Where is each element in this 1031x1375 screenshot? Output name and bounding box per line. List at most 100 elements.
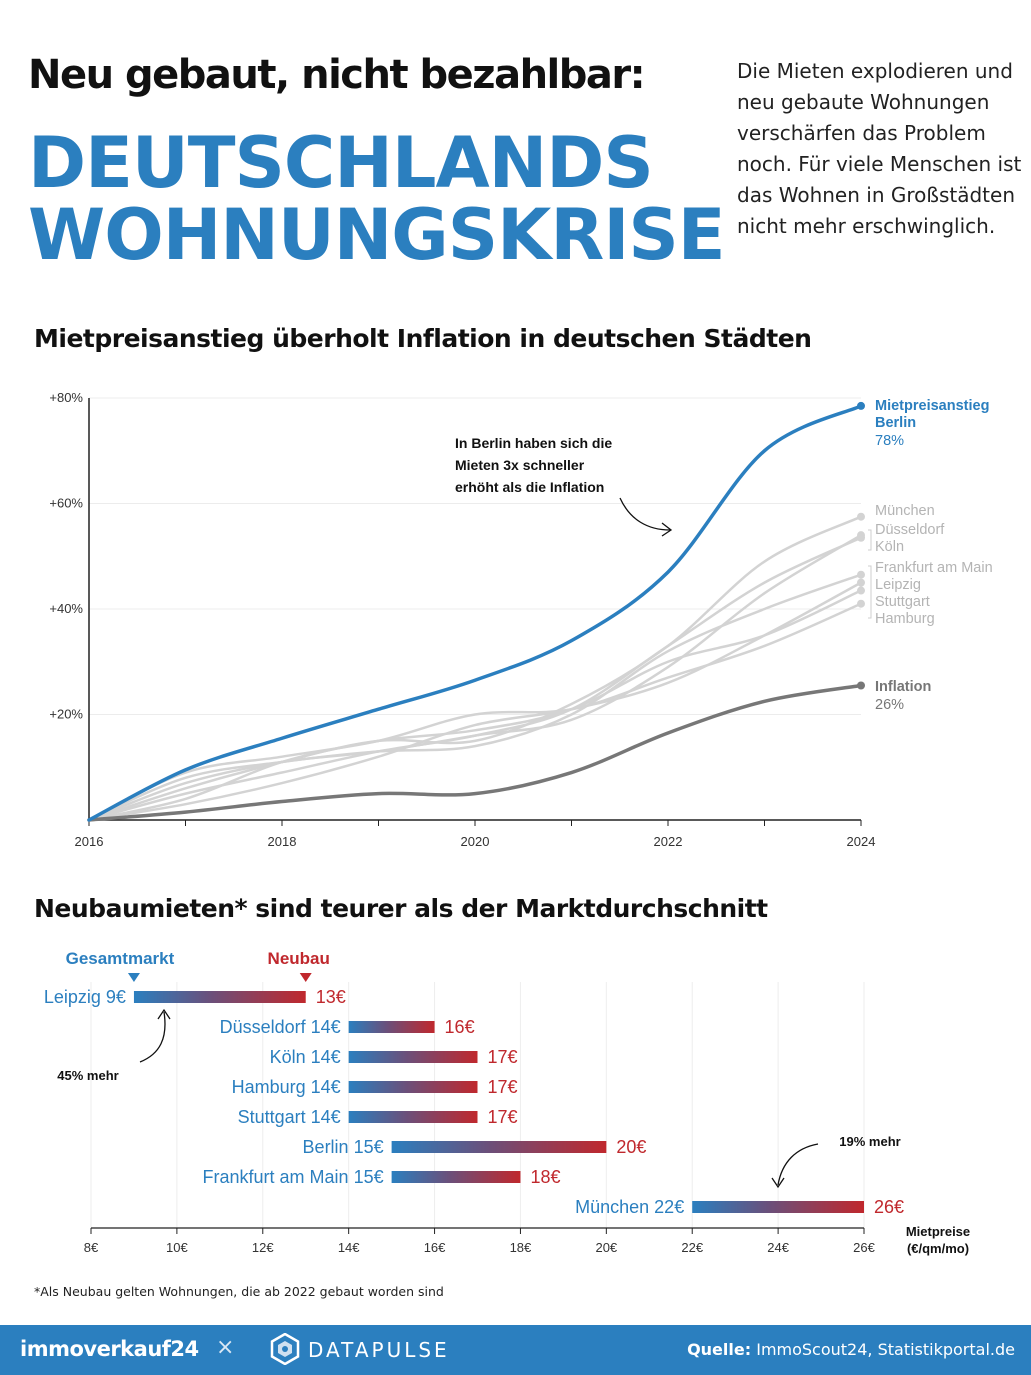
new-label-munchen: 26€ xyxy=(874,1197,904,1217)
annotation-text: Mieten 3x schneller xyxy=(455,457,585,473)
series-label-frankfurt-am-main: Frankfurt am Main xyxy=(875,560,993,576)
market-label-hamburg: Hamburg 14€ xyxy=(232,1077,341,1097)
x-tick-label: 2022 xyxy=(654,834,683,849)
x-tick-label: 8€ xyxy=(84,1240,99,1255)
legend-gesamtmarkt-marker xyxy=(127,973,140,982)
market-label-dusseldorf: Düsseldorf 14€ xyxy=(220,1017,341,1037)
dumbbell-bar-berlin xyxy=(391,1141,607,1153)
x-axis-label: Mietpreise xyxy=(906,1224,970,1239)
series-line-inflation xyxy=(87,683,863,822)
x-tick-label: 16€ xyxy=(424,1240,446,1255)
series-end-point-inflation xyxy=(857,681,865,690)
legend-neubau-marker xyxy=(299,973,312,982)
annotation-text: erhöht als die Inflation xyxy=(455,479,604,495)
headline-line-1: DEUTSCHLANDS xyxy=(28,122,654,204)
line-chart-title: Mietpreisanstieg überholt Inflation in d… xyxy=(34,324,812,353)
series-end-point-munchen xyxy=(857,512,865,521)
dumbbell-bar-frankfurt-am-main xyxy=(391,1171,521,1183)
dumbbell-bar-leipzig xyxy=(133,991,306,1003)
x-tick-label: 2020 xyxy=(461,834,490,849)
series-label-munchen: München xyxy=(875,503,935,519)
new-label-hamburg: 17€ xyxy=(488,1077,518,1097)
new-label-dusseldorf: 16€ xyxy=(445,1017,475,1037)
series-line-leipzig xyxy=(87,581,863,822)
series-label-leipzig: Leipzig xyxy=(875,577,921,593)
intro-text: Die Mieten explodieren und neu gebaute W… xyxy=(737,59,1022,238)
series-line-munchen xyxy=(87,515,863,822)
series-end-point-leipzig xyxy=(857,578,865,587)
source-label: Quelle: xyxy=(687,1340,752,1359)
x-tick-label: 22€ xyxy=(681,1240,703,1255)
annotation-arrowhead xyxy=(157,1008,171,1020)
x-tick-label: 14€ xyxy=(338,1240,360,1255)
annotation-arrowhead xyxy=(771,1177,785,1189)
source-line: Quelle: ImmoScout24, Statistikportal.de xyxy=(687,1340,1015,1359)
annotation-arrow xyxy=(139,1011,166,1063)
series-end-point-stuttgart xyxy=(857,586,865,595)
berlin-label-title: Berlin xyxy=(875,415,916,431)
headline-line-2: WOHNUNGSKRISE xyxy=(28,194,726,276)
x-axis-label: (€/qm/mo) xyxy=(907,1241,969,1256)
x-tick-label: 2024 xyxy=(847,834,876,849)
market-label-koln: Köln 14€ xyxy=(270,1047,341,1067)
x-tick-label: 2016 xyxy=(75,834,104,849)
series-end-point-hamburg xyxy=(857,599,865,608)
series-end-point-frankfurt-am-main xyxy=(857,570,865,579)
dumbbell-bar-dusseldorf xyxy=(348,1021,435,1033)
dumbbell-bar-stuttgart xyxy=(348,1111,478,1123)
series-end-point-koln xyxy=(857,533,865,542)
dumbbell-chart-title: Neubaumieten* sind teurer als der Marktd… xyxy=(34,894,768,923)
annotation-arrowhead xyxy=(661,522,673,537)
y-tick-label: +80% xyxy=(49,390,83,405)
series-label-koln: Köln xyxy=(875,539,904,555)
market-label-leipzig: Leipzig 9€ xyxy=(44,987,126,1007)
separator-x: × xyxy=(216,1335,235,1360)
new-label-berlin: 20€ xyxy=(616,1137,646,1157)
source-text: ImmoScout24, Statistikportal.de xyxy=(756,1340,1015,1359)
series-end-point-mietpreisanstieg-berlin xyxy=(857,401,865,410)
dumbbell-bar-koln xyxy=(348,1051,478,1063)
new-label-koln: 17€ xyxy=(488,1047,518,1067)
new-label-stuttgart: 17€ xyxy=(488,1107,518,1127)
annotation-45-percent: 45% mehr xyxy=(57,1068,118,1083)
y-tick-label: +20% xyxy=(49,707,83,722)
dumbbell-bar-hamburg xyxy=(348,1081,478,1093)
annotation-arrow xyxy=(777,1143,819,1186)
new-label-leipzig: 13€ xyxy=(316,987,346,1007)
y-tick-label: +60% xyxy=(49,496,83,511)
inflation-label-value: 26% xyxy=(875,697,904,713)
annotation-19-percent: 19% mehr xyxy=(839,1134,900,1149)
series-line-koln xyxy=(87,536,863,822)
page-title: Neu gebaut, nicht bezahlbar: xyxy=(28,52,646,98)
line-chart: +20% +40% +60% +80% 2016 2018 2020 2022 2024 Münc… xyxy=(49,390,993,849)
berlin-label-value: 78% xyxy=(875,433,904,449)
x-tick-label: 26€ xyxy=(853,1240,875,1255)
x-tick-label: 24€ xyxy=(767,1240,789,1255)
label-connector xyxy=(868,529,872,551)
market-label-berlin: Berlin 15€ xyxy=(303,1137,384,1157)
series-line-mietpreisanstieg-berlin xyxy=(87,404,863,822)
legend-neubau: Neubau xyxy=(268,949,330,968)
annotation-text: In Berlin haben sich die xyxy=(455,435,612,451)
annotation-arrow xyxy=(619,497,671,531)
x-tick-label: 20€ xyxy=(595,1240,617,1255)
brand-logo: immoverkauf24 xyxy=(20,1337,199,1361)
series-line-frankfurt-am-main xyxy=(87,573,863,822)
x-tick-label: 18€ xyxy=(510,1240,532,1255)
series-line-hamburg xyxy=(87,602,863,822)
partner-logo-text: DATAPULSE xyxy=(308,1338,450,1362)
new-label-frankfurt-am-main: 18€ xyxy=(530,1167,560,1187)
x-tick-label: 12€ xyxy=(252,1240,274,1255)
series-label-hamburg: Hamburg xyxy=(875,611,935,627)
market-label-munchen: München 22€ xyxy=(575,1197,684,1217)
x-tick-label: 2018 xyxy=(268,834,297,849)
datapulse-logo-icon xyxy=(270,1333,300,1365)
market-label-stuttgart: Stuttgart 14€ xyxy=(238,1107,341,1127)
x-tick-label: 10€ xyxy=(166,1240,188,1255)
series-label-stuttgart: Stuttgart xyxy=(875,594,930,610)
y-tick-label: +40% xyxy=(49,601,83,616)
market-label-frankfurt-am-main: Frankfurt am Main 15€ xyxy=(203,1167,384,1187)
footnote: *Als Neubau gelten Wohnungen, die ab 202… xyxy=(34,1284,444,1299)
series-line-stuttgart xyxy=(87,589,863,822)
berlin-label-title: Mietpreisanstieg xyxy=(875,398,989,414)
